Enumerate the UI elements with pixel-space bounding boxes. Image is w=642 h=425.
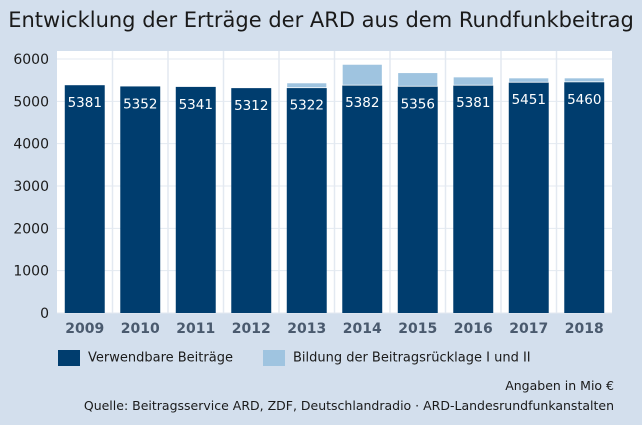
bar-verwendbar xyxy=(286,87,327,314)
bar-verwendbar xyxy=(175,86,216,313)
data-label: 5381 xyxy=(68,95,102,111)
data-label: 5451 xyxy=(512,92,546,108)
unit-note: Angaben in Mio € xyxy=(505,378,614,393)
x-tick-label: 2012 xyxy=(232,321,271,337)
data-label: 5382 xyxy=(345,95,379,111)
data-label: 5352 xyxy=(123,96,157,112)
y-tick-label: 5000 xyxy=(13,94,49,110)
bar-ruecklage xyxy=(286,82,328,89)
bar-verwendbar xyxy=(564,81,605,313)
x-tick-label: 2009 xyxy=(65,321,104,337)
source-note: Quelle: Beitragsservice ARD, ZDF, Deutsc… xyxy=(83,398,614,413)
data-label: 5460 xyxy=(567,92,601,108)
y-tick-label: 0 xyxy=(40,306,49,322)
bar-ruecklage xyxy=(563,77,605,83)
bar-verwendbar xyxy=(342,85,383,313)
y-tick-label: 3000 xyxy=(13,179,49,195)
legend-label: Bildung der Beitragsrücklage I und II xyxy=(292,350,531,366)
bar-verwendbar xyxy=(64,85,105,313)
x-tick-label: 2018 xyxy=(565,321,604,337)
data-label: 5341 xyxy=(179,97,213,113)
legend-item-verwendbare: Verwendbare Beiträge xyxy=(58,350,233,366)
data-label: 5356 xyxy=(401,96,435,112)
bar-ruecklage xyxy=(508,77,550,83)
legend-item-ruecklage: Bildung der Beitragsrücklage I und II xyxy=(262,350,531,366)
x-tick-label: 2017 xyxy=(509,321,548,337)
y-tick-label: 6000 xyxy=(13,52,49,68)
bar-verwendbar xyxy=(453,85,494,313)
y-tick-label: 1000 xyxy=(13,264,49,280)
y-tick-label: 4000 xyxy=(13,137,49,153)
legend: Verwendbare Beiträge Bildung der Beitrag… xyxy=(58,350,531,366)
legend-swatch-light xyxy=(262,350,285,366)
bar-verwendbar xyxy=(397,86,438,313)
data-label: 5381 xyxy=(456,95,490,111)
x-tick-label: 2013 xyxy=(287,321,326,337)
legend-swatch-dark xyxy=(58,350,80,366)
bar-verwendbar xyxy=(508,82,549,313)
data-label: 5322 xyxy=(290,98,324,114)
bar-verwendbar xyxy=(120,86,161,313)
x-tick-label: 2011 xyxy=(176,321,215,337)
x-tick-label: 2016 xyxy=(454,321,493,337)
data-label: 5312 xyxy=(234,98,268,114)
bar-ruecklage xyxy=(397,72,439,87)
legend-label: Verwendbare Beiträge xyxy=(88,350,233,366)
x-tick-label: 2015 xyxy=(398,321,437,337)
x-tick-label: 2010 xyxy=(121,321,160,337)
y-tick-label: 2000 xyxy=(13,221,49,237)
chart-title: Entwicklung der Erträge der ARD aus dem … xyxy=(8,8,634,32)
bar-ruecklage xyxy=(341,63,383,86)
bar-verwendbar xyxy=(231,88,272,313)
bar-ruecklage xyxy=(452,76,494,86)
x-tick-label: 2014 xyxy=(343,321,382,337)
